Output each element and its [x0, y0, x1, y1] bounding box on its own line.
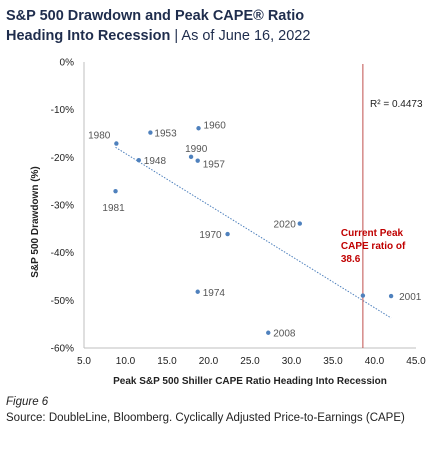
- point-label-2001: 2001: [399, 292, 422, 303]
- x-tick-label: 5.0: [77, 356, 91, 367]
- figure-label: Figure 6: [6, 396, 49, 408]
- x-tick-label: 15.0: [157, 356, 177, 367]
- y-tick-label: -60%: [51, 344, 74, 355]
- x-tick-label: 35.0: [323, 356, 343, 367]
- title-line-2-bold: Heading Into Recession: [6, 28, 171, 44]
- data-point-1957: [195, 158, 200, 163]
- points-layer: [113, 126, 394, 335]
- y-axis-title: S&P 500 Drawdown (%): [30, 166, 41, 278]
- trendline-layer: [115, 146, 392, 319]
- axes: 0% -10% -20% -30% -40% -50% -60%5.0 10.0 15.0 20.…: [51, 58, 427, 368]
- data-point-1953: [148, 130, 153, 135]
- data-point-1970: [225, 231, 230, 237]
- data-point-1974: [195, 289, 200, 294]
- data-point-1981: [113, 188, 118, 194]
- y-tick-label: -50%: [51, 296, 74, 307]
- data-point-2008: [266, 330, 271, 335]
- y-tick-label: -20%: [51, 153, 74, 164]
- y-tick-label: -30%: [51, 201, 74, 212]
- point-label-1960: 1960: [204, 120, 227, 131]
- current-cape-annotation: Current Peak CAPE ratio of 38.6: [341, 228, 406, 265]
- scatter-chart: 0% -10% -20% -30% -40% -50% -60%5.0 10.0 15.0 20.…: [30, 58, 427, 388]
- x-axis-title: Peak S&P 500 Shiller CAPE Ratio Heading …: [113, 376, 387, 387]
- x-tick-label: 20.0: [199, 356, 219, 367]
- data-point-1980: [114, 141, 119, 146]
- trendline: [115, 146, 392, 319]
- data-point-1948: [136, 157, 141, 163]
- y-tick-label: -10%: [51, 105, 74, 116]
- x-tick-label: 30.0: [282, 356, 302, 367]
- source-note: Source: DoubleLine, Bloomberg. Cyclicall…: [6, 412, 405, 424]
- point-label-1974: 1974: [203, 288, 226, 299]
- data-point-2001: [388, 293, 394, 299]
- data-point-1960: [196, 126, 201, 131]
- title-date: As of June 16, 2022: [181, 28, 311, 44]
- data-point-2020: [297, 221, 302, 226]
- point-label-1970: 1970: [199, 230, 222, 241]
- title-separator: |: [170, 28, 182, 44]
- annotation-line: 38.6: [341, 254, 361, 265]
- x-tick-label: 45.0: [406, 356, 426, 367]
- point-label-2008: 2008: [273, 329, 296, 340]
- annotation-line: CAPE ratio of: [341, 241, 406, 252]
- point-label-1953: 1953: [154, 129, 177, 140]
- point-label-1948: 1948: [144, 156, 167, 167]
- labels-layer: 1980 1953 1960 1948 1990 1957 1981 2020 1970 1974…: [88, 120, 422, 339]
- annotation-line: Current Peak: [341, 228, 404, 239]
- r-squared-label: R² = 0.4473: [370, 99, 423, 110]
- point-label-2020: 2020: [274, 220, 297, 231]
- y-tick-label: -40%: [51, 248, 74, 259]
- point-label-1990: 1990: [185, 144, 208, 155]
- x-tick-label: 10.0: [116, 356, 136, 367]
- title-line-1: S&P 500 Drawdown and Peak CAPE® Ratio: [6, 8, 305, 24]
- point-label-1980: 1980: [88, 131, 111, 142]
- point-label-1981: 1981: [102, 203, 125, 214]
- current-cape-point: [360, 293, 366, 298]
- x-tick-label: 40.0: [365, 356, 385, 367]
- x-tick-label: 25.0: [240, 356, 260, 367]
- y-tick-label: 0%: [60, 58, 75, 69]
- title-line-2: Heading Into Recession | As of June 16, …: [6, 26, 438, 46]
- data-point-1990: [188, 154, 194, 160]
- point-label-1957: 1957: [203, 160, 226, 171]
- chart-title: S&P 500 Drawdown and Peak CAPE® Ratio He…: [6, 6, 438, 46]
